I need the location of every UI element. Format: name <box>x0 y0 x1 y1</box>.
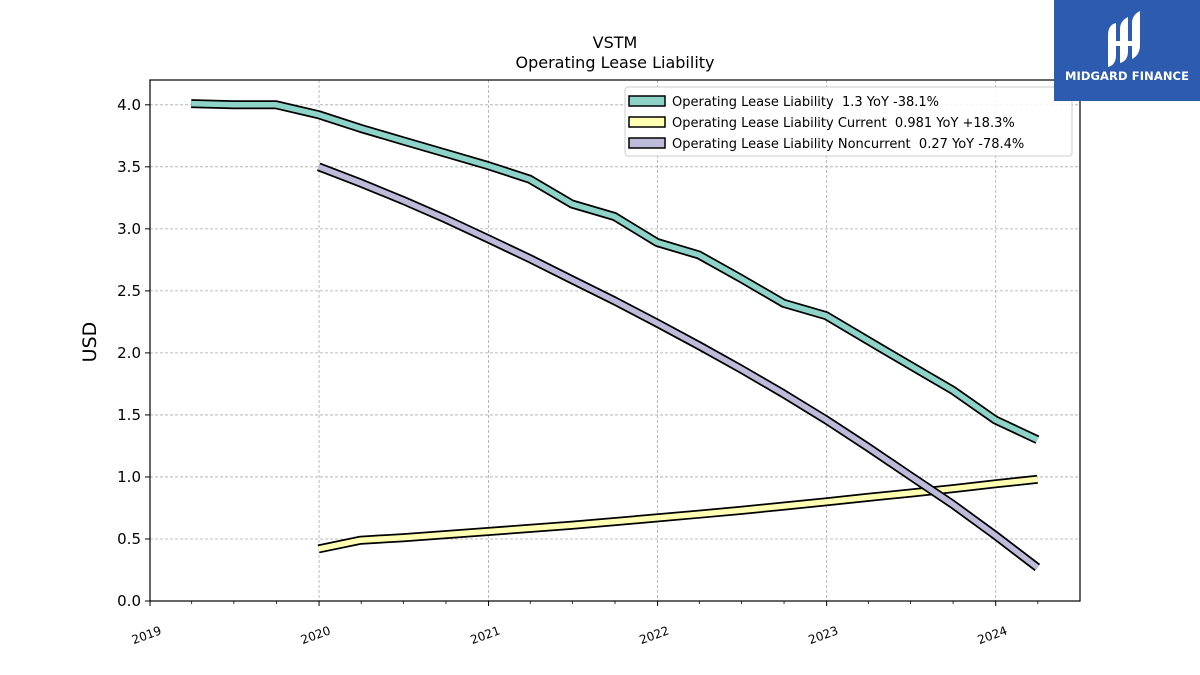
series-line <box>191 100 1039 443</box>
y-tick-label: 0.5 <box>117 530 141 548</box>
legend-box <box>624 86 1073 157</box>
x-tick-label: 2022 <box>637 623 670 647</box>
y-tick-label: 2.5 <box>117 282 141 300</box>
x-tick-label: 2020 <box>299 623 332 647</box>
x-tick-label: 2021 <box>468 623 501 647</box>
legend-swatch <box>628 116 666 128</box>
legend-label: Operating Lease Liability Current 0.981 … <box>672 116 1015 131</box>
logo-text: MIDGARD FINANCE <box>1064 69 1190 83</box>
x-tick-label: 2024 <box>976 623 1009 647</box>
brand-logo: MIDGARD FINANCE <box>1054 0 1200 101</box>
y-tick-label: 0.0 <box>117 592 141 610</box>
midgard-logo-icon <box>1108 11 1140 67</box>
legend-swatch <box>628 137 666 149</box>
legend: Operating Lease Liability 1.3 YoY -38.1%… <box>624 86 1073 157</box>
series-line-outline <box>316 162 1041 572</box>
y-tick-label: 1.0 <box>117 468 141 486</box>
legend-label: Operating Lease Liability 1.3 YoY -38.1% <box>672 95 939 110</box>
y-tick-label: 3.5 <box>117 158 141 176</box>
x-tick-label: 2023 <box>807 623 840 647</box>
chart-title: VSTM <box>593 33 638 52</box>
x-tick-label: 2019 <box>130 623 163 647</box>
series-1 <box>191 99 1040 444</box>
y-axis-label: USD <box>79 322 101 363</box>
legend-swatch <box>628 95 666 107</box>
y-tick-label: 1.5 <box>117 406 141 424</box>
y-tick-label: 4.0 <box>117 96 141 114</box>
series-line <box>317 164 1040 570</box>
series-layer <box>191 99 1041 572</box>
y-axis: 0.0 0.5 1.0 1.5 2.0 2.5 3.0 3.5 4.0 <box>117 96 150 610</box>
y-tick-label: 3.0 <box>117 220 141 238</box>
x-axis: 2019 2020 2021 2022 2023 2024 <box>130 601 1039 647</box>
series-3 <box>316 162 1041 572</box>
y-tick-label: 2.0 <box>117 344 141 362</box>
chart-subtitle: Operating Lease Liability <box>515 53 714 72</box>
series-2 <box>317 474 1038 554</box>
series-line <box>318 476 1038 552</box>
legend-label: Operating Lease Liability Noncurrent 0.2… <box>672 137 1024 152</box>
